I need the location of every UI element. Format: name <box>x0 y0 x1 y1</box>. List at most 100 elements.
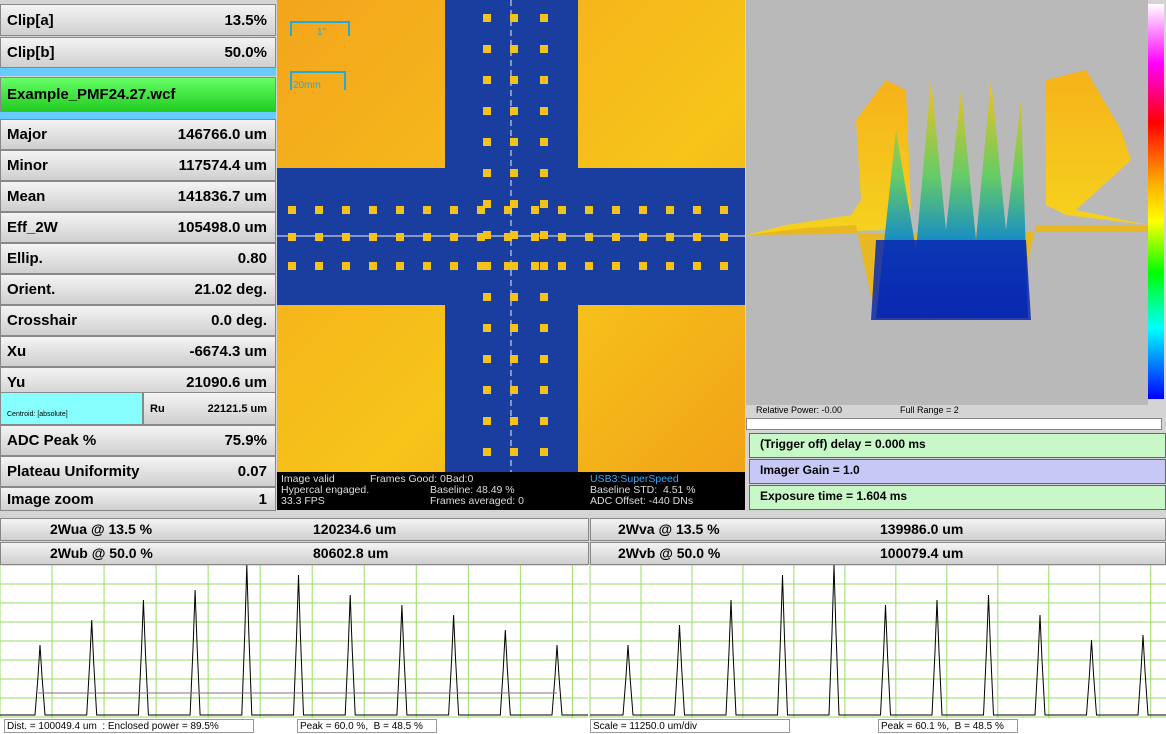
target-square <box>477 206 485 214</box>
target-square <box>510 355 518 363</box>
stat-value: 21.02 deg. <box>194 281 267 298</box>
target-square <box>342 233 350 241</box>
file-name: Example_PMF24.27.wcf <box>0 77 276 112</box>
target-square <box>540 386 548 394</box>
footer-text: Dist. = 100049.4 um : Enclosed power = 8… <box>4 719 254 733</box>
strip <box>0 112 276 119</box>
target-square <box>540 14 548 22</box>
target-square <box>423 206 431 214</box>
stat-row: Ellip. 0.80 <box>0 243 276 274</box>
width-text: 2Wva @ 13.5 % <box>618 521 720 537</box>
stat-label: Minor <box>7 157 48 174</box>
control-slider[interactable]: Imager Gain = 1.0 <box>749 459 1166 484</box>
stat-value: 50.0% <box>224 44 267 61</box>
stat-row: Eff_2W 105498.0 um <box>0 212 276 243</box>
width-row <box>0 518 589 541</box>
stat-label: Ellip. <box>7 250 43 267</box>
stat-label: Mean <box>7 188 46 205</box>
target-square <box>510 231 518 239</box>
stat-row: Xu -6674.3 um <box>0 336 276 367</box>
stat-value: 0.80 <box>237 250 267 267</box>
surface-plot <box>746 0 1164 405</box>
target-square <box>483 76 491 84</box>
profiles <box>0 565 1166 718</box>
target-square <box>540 324 548 332</box>
stat-value: 117574.4 um <box>178 157 267 174</box>
target-square <box>288 262 296 270</box>
target-square <box>666 206 674 214</box>
target-square <box>483 45 491 53</box>
stat-value: 75.9% <box>224 432 267 449</box>
stat-value: 21090.6 um <box>186 374 267 391</box>
status-text: Hypercal engaged. <box>281 484 370 496</box>
stat-value: 0.07 <box>237 463 267 480</box>
width-text: 100079.4 um <box>880 545 964 561</box>
stat-label: Image zoom <box>7 490 94 508</box>
stat-value: 105498.0 um <box>177 219 267 236</box>
target-square <box>342 206 350 214</box>
target-square <box>450 233 458 241</box>
stat-row: Minor 117574.4 um <box>0 150 276 181</box>
stat-label: ADC Peak % <box>7 432 97 449</box>
scale-label: 20mm <box>293 80 321 91</box>
control-label: (Trigger off) delay = 0.000 ms <box>760 437 926 451</box>
target-square <box>540 293 548 301</box>
target-square <box>483 417 491 425</box>
width-text: 120234.6 um <box>313 521 397 537</box>
target-square <box>510 76 518 84</box>
target-square <box>639 233 647 241</box>
target-square <box>510 107 518 115</box>
target-square <box>423 233 431 241</box>
target-square <box>396 206 404 214</box>
target-square <box>396 233 404 241</box>
target-square <box>720 206 728 214</box>
centroid-text: Centroid: [absolute] <box>7 411 68 418</box>
target-square <box>693 233 701 241</box>
target-square <box>540 107 548 115</box>
target-square <box>510 386 518 394</box>
strip <box>0 68 276 76</box>
target-square <box>612 262 620 270</box>
target-square <box>483 200 491 208</box>
status-text: Baseline STD: 4.51 % <box>590 484 696 496</box>
target-square <box>369 206 377 214</box>
stat-value: 1 <box>258 490 267 508</box>
target-square <box>288 206 296 214</box>
centroid-label: Centroid: [absolute] <box>0 392 143 425</box>
stat-value: -6674.3 um <box>189 343 267 360</box>
control-label: Exposure time = 1.604 ms <box>760 489 908 503</box>
status-text: 33.3 FPS <box>281 495 325 507</box>
target-square <box>510 262 518 270</box>
stat-row: Crosshair 0.0 deg. <box>0 305 276 336</box>
target-square <box>369 233 377 241</box>
stat-value: 141836.7 um <box>177 188 267 205</box>
target-square <box>483 448 491 456</box>
target-square <box>510 293 518 301</box>
status-text: Frames averaged: 0 <box>430 495 524 507</box>
target-square <box>540 45 548 53</box>
width-text: 80602.8 um <box>313 545 389 561</box>
target-square <box>504 233 512 241</box>
target-square <box>315 206 323 214</box>
target-square <box>531 233 539 241</box>
target-square <box>558 206 566 214</box>
target-square <box>477 262 485 270</box>
target-square <box>510 138 518 146</box>
target-square <box>510 324 518 332</box>
target-square <box>585 206 593 214</box>
target-square <box>531 262 539 270</box>
stat-value: 0.0 deg. <box>211 312 267 329</box>
target-square <box>510 45 518 53</box>
target-square <box>504 206 512 214</box>
control-slider[interactable]: Exposure time = 1.604 ms <box>749 485 1166 510</box>
beam-image: 1" 20mm <box>277 0 745 472</box>
stat-label: Crosshair <box>7 312 78 329</box>
width-text: 2Wvb @ 50.0 % <box>618 545 721 561</box>
stat-value: 146766.0 um <box>177 126 267 143</box>
target-square <box>639 206 647 214</box>
target-square <box>483 231 491 239</box>
control-label: Imager Gain = 1.0 <box>760 463 860 477</box>
target-square <box>540 76 548 84</box>
centroid-value: Ru 22121.5 um <box>143 392 276 425</box>
control-slider[interactable]: (Trigger off) delay = 0.000 ms <box>749 433 1166 458</box>
